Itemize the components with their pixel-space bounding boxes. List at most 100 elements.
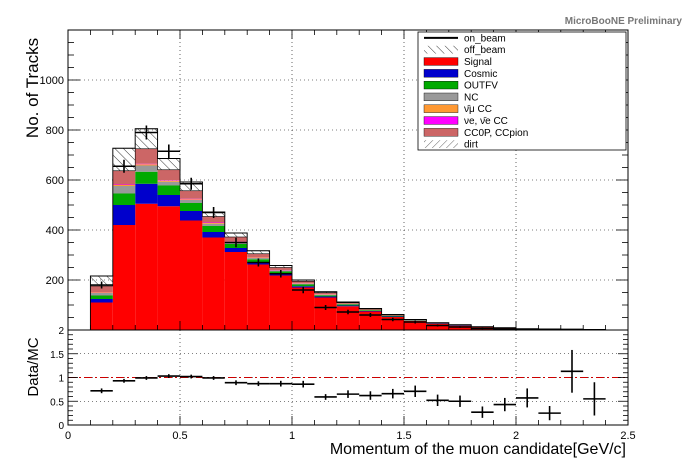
watermark: MicroBooNE Preliminary <box>565 16 683 27</box>
bar-signal <box>404 321 427 330</box>
bar-signal <box>157 206 180 330</box>
legend-swatch-dirt <box>424 140 458 148</box>
ratio-y-tick-label: 0.5 <box>50 397 64 408</box>
bar-signal <box>359 311 382 330</box>
bar-signal <box>202 237 225 330</box>
bar-off-beam <box>224 232 248 238</box>
bar-cc0p-ccpion <box>112 170 136 185</box>
legend-swatch-cosmic <box>423 69 459 78</box>
bar-cc0p-ccpion <box>180 190 203 199</box>
bar-cosmic <box>157 195 180 207</box>
bar-outfv <box>336 304 360 306</box>
bar-cc <box>112 185 136 186</box>
legend-swatch-outfv <box>423 80 459 90</box>
bar-signal <box>135 203 158 330</box>
x-tick-labels: 0 0.5 1 1.5 2 2.5 <box>65 430 636 442</box>
legend-label-outfv: OUTFV <box>464 81 498 92</box>
bar-cosmic <box>90 299 113 303</box>
bar-cosmic <box>381 316 404 317</box>
bar-cc <box>157 180 180 182</box>
legend-label-on-beam: on_beam <box>464 33 506 44</box>
main-y-tick-label: 200 <box>46 275 64 287</box>
bar-outfv <box>359 310 382 311</box>
bar-cc <box>202 223 225 224</box>
bar-outfv <box>292 284 315 287</box>
bar-nc <box>157 181 180 186</box>
bar-signal <box>314 297 337 330</box>
bar-e-e-cc <box>180 198 203 200</box>
ratio-y-tick-label: 1 <box>58 374 64 385</box>
bar-cc <box>180 199 203 200</box>
bar-cosmic <box>112 205 136 225</box>
legend-label-off-beam: off_beam <box>464 45 506 56</box>
ratio-y-axis-label: Data/MC <box>25 337 42 396</box>
bar-nc <box>90 293 113 296</box>
bar-signal <box>292 287 315 330</box>
bar-cc0p-ccpion <box>157 169 180 181</box>
bar-signal <box>247 264 270 330</box>
bar-cc0p-ccpion <box>269 267 292 270</box>
bar-nc <box>202 223 225 226</box>
ratio-y-tick-label: 1.5 <box>50 350 64 361</box>
main-y-tick-label: 1000 <box>40 75 64 87</box>
x-tick-label: 0.5 <box>172 430 187 442</box>
bar-cosmic <box>224 248 248 252</box>
bar-signal <box>448 325 472 330</box>
bar-nc <box>314 294 337 296</box>
bar-cosmic <box>314 296 337 298</box>
bar-outfv <box>202 226 225 232</box>
bar-cc0p-ccpion <box>292 281 315 284</box>
x-tick-label: 0 <box>65 430 71 442</box>
bar-signal <box>180 220 203 330</box>
bar-cosmic <box>336 305 360 307</box>
main-y-tick-labels: 200 400 600 800 1000 <box>40 75 64 287</box>
bar-outfv <box>180 203 203 211</box>
main-y-tick-label: 600 <box>46 175 64 187</box>
bar-cosmic <box>135 183 158 204</box>
bar-cc0p-ccpion <box>90 286 113 293</box>
main-y-tick-label: 800 <box>46 125 64 137</box>
legend-label-cosmic: Cosmic <box>464 69 497 80</box>
bar-nc <box>292 283 315 285</box>
bar-outfv <box>90 295 113 299</box>
x-tick-label: 2.5 <box>620 430 635 442</box>
bar-cc <box>247 257 270 258</box>
bar-signal <box>426 323 449 330</box>
legend-swatch-signal <box>423 57 459 66</box>
ratio-panel: 0 0.5 1 1.5 2 0 0.5 1 1.5 2 2.5 Data/MC Momentum … <box>25 326 636 458</box>
main-stacked-bars <box>89 128 607 330</box>
main-y-tick-label: 400 <box>46 225 64 237</box>
bar-cc0p-ccpion <box>359 309 382 310</box>
bar-off-beam <box>157 158 181 171</box>
bar-cc0p-ccpion <box>247 253 270 258</box>
bar-e-e-cc <box>135 163 158 165</box>
main-y-axis-label: No. of Tracks <box>23 38 42 138</box>
bar-cc0p-ccpion <box>202 216 225 223</box>
legend-label-cc: ν̄μ CC <box>464 104 492 115</box>
bar-cc0p-ccpion <box>336 302 360 304</box>
bar-nc <box>336 304 360 305</box>
legend-swatch-nc <box>423 92 459 102</box>
bar-cosmic <box>202 232 225 238</box>
legend-swatch-e-e-cc <box>423 116 459 125</box>
ratio-y-tick-label: 0 <box>58 421 64 432</box>
x-tick-label: 1.5 <box>396 430 411 442</box>
legend-swatch-off-beam <box>424 45 458 54</box>
bar-nc <box>180 200 203 203</box>
legend-label-e-e-cc: νe, ν̄e CC <box>464 116 508 127</box>
x-tick-label: 2 <box>513 430 519 442</box>
x-axis-label: Momentum of the muon candidate[GeV/c] <box>330 441 626 458</box>
bar-cc0p-ccpion <box>314 292 337 295</box>
bar-cc <box>135 164 158 166</box>
ratio-y-tick-label: 2 <box>58 326 64 337</box>
bar-outfv <box>314 295 337 297</box>
bar-cc <box>90 292 113 293</box>
ratio-y-tick-labels: 0 0.5 1 1.5 2 <box>50 326 64 432</box>
legend-label-nc: NC <box>464 92 478 103</box>
x-tick-label: 1 <box>289 430 295 442</box>
bar-cc0p-ccpion <box>135 148 158 164</box>
legend-label-cc0p-ccpion: CC0P, CCpion <box>464 128 528 139</box>
ratio-data-points <box>90 349 606 421</box>
bar-e-e-cc <box>157 180 180 181</box>
